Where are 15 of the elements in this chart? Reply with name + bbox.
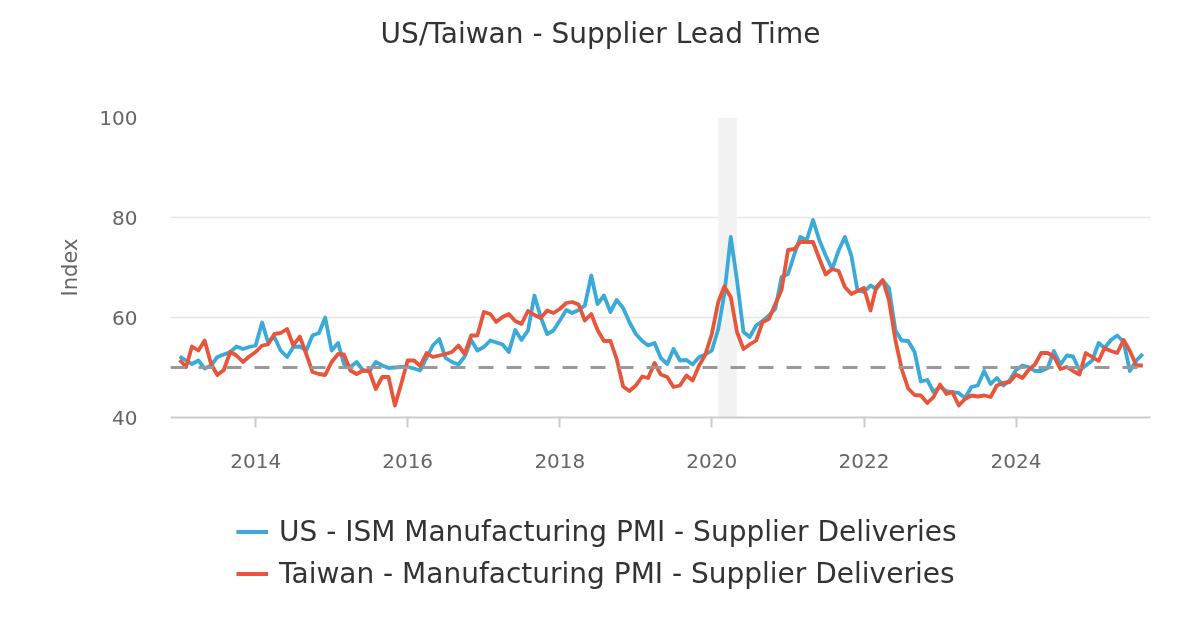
line-series [177, 240, 1145, 408]
x-tick-label: 2022 [838, 448, 890, 473]
y-tick-label: 60 [112, 305, 138, 330]
x-tick-label: 2024 [990, 448, 1042, 473]
x-tick-label: 2014 [230, 448, 282, 473]
x-tick-label: 2018 [534, 448, 586, 473]
y-axis-title: Index [58, 238, 83, 297]
y-tick-label: 80 [112, 205, 138, 230]
y-tick-label: 40 [112, 405, 138, 430]
legend-label: US - ISM Manufacturing PMI - Supplier Deliveries [279, 515, 957, 548]
y-tick-label: 100 [99, 105, 138, 130]
x-tick-label: 2016 [382, 448, 434, 473]
legend-label: Taiwan - Manufacturing PMI - Supplier Deliveries [279, 557, 955, 590]
x-tick-label: 2020 [686, 448, 738, 473]
chart-title: US/Taiwan - Supplier Lead Time [380, 17, 821, 50]
